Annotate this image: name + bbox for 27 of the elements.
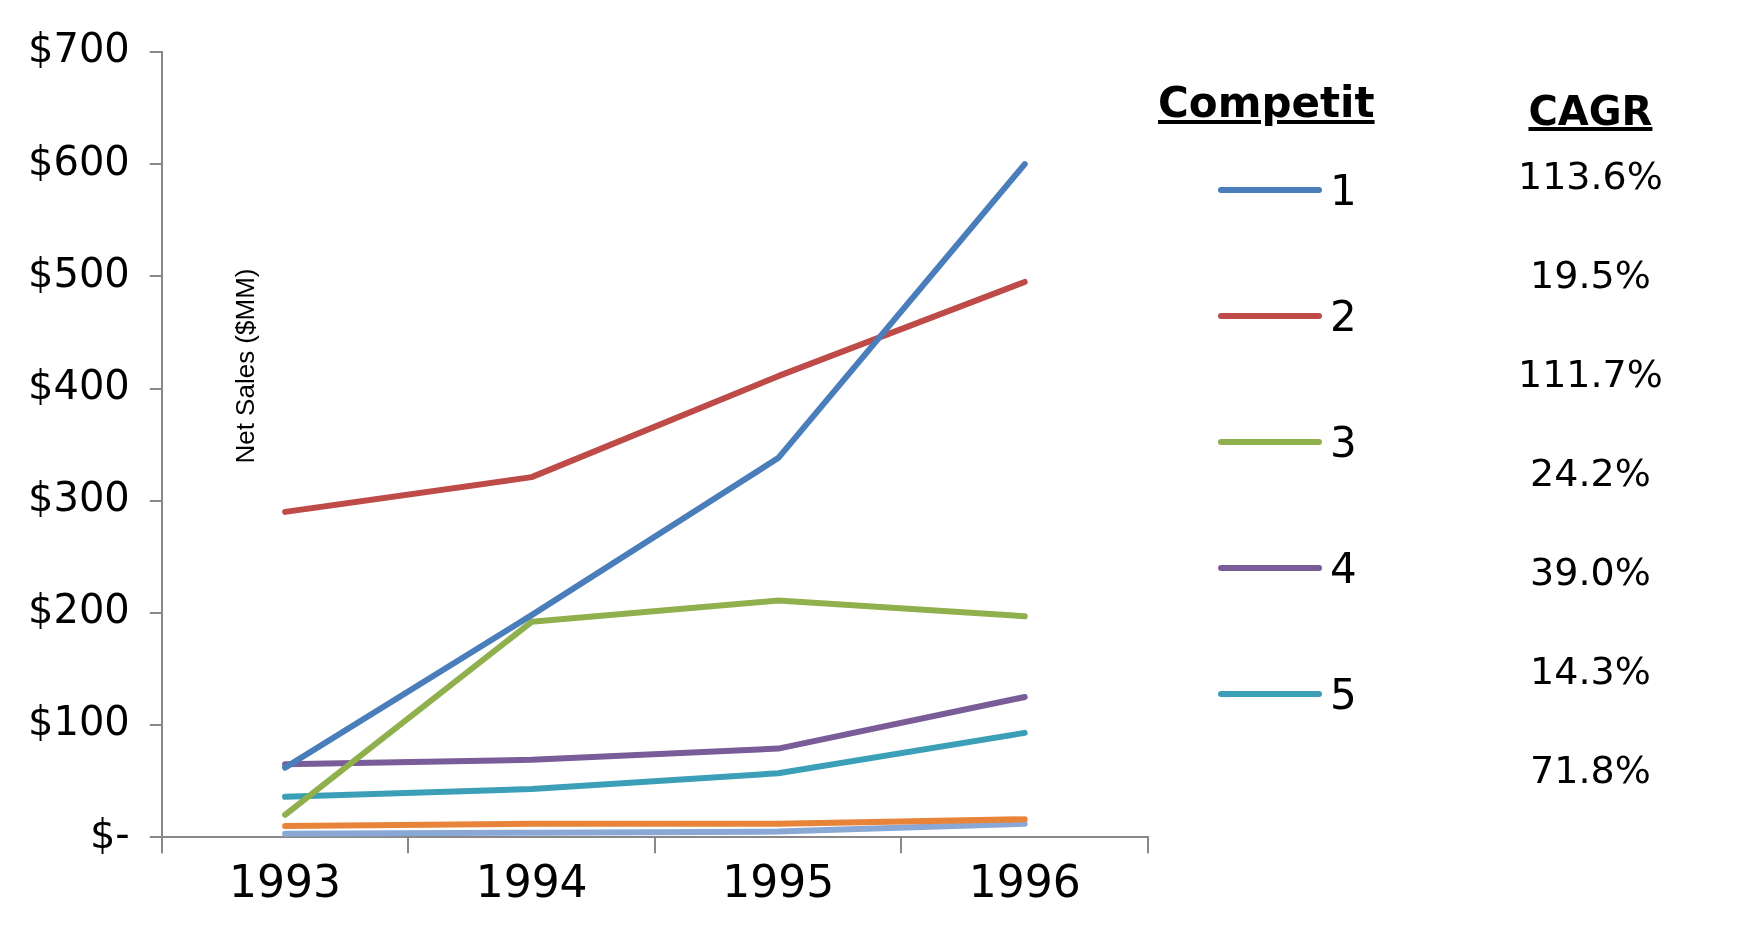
text: CAGR <box>1527 88 1654 134</box>
text: 39.0% <box>1529 550 1652 596</box>
y-tick-label: $300 <box>28 474 130 521</box>
y-tick-label: $500 <box>28 249 130 296</box>
legend-label: 5 <box>1330 669 1357 719</box>
x-tick-label: 1996 <box>968 856 1081 908</box>
x-tick-label: 1995 <box>722 856 835 908</box>
text: 113.6% <box>1518 154 1663 200</box>
y-axis-title: Net Sales ($MM) <box>229 268 260 464</box>
y-tick-label: $400 <box>28 361 130 408</box>
text: 24.2% <box>1529 451 1652 497</box>
legend-label: 1 <box>1330 165 1357 215</box>
y-tick-label: $700 <box>28 25 130 72</box>
y-tick-label: $200 <box>28 586 130 633</box>
text: 14.3% <box>1529 649 1652 695</box>
text: 19.5% <box>1529 253 1652 299</box>
x-tick-label: 1994 <box>475 856 588 908</box>
y-tick-label: $100 <box>28 698 130 745</box>
text: 71.8% <box>1529 748 1652 794</box>
x-tick-label: 1993 <box>229 856 342 908</box>
text: 111.7% <box>1518 352 1663 398</box>
y-tick-label: $- <box>89 810 130 857</box>
legend-label: 4 <box>1330 543 1357 593</box>
legend-label: 2 <box>1330 291 1357 341</box>
legend-label: 3 <box>1330 417 1357 467</box>
y-tick-label: $600 <box>28 137 130 184</box>
legend-title: Competit <box>1158 78 1376 127</box>
